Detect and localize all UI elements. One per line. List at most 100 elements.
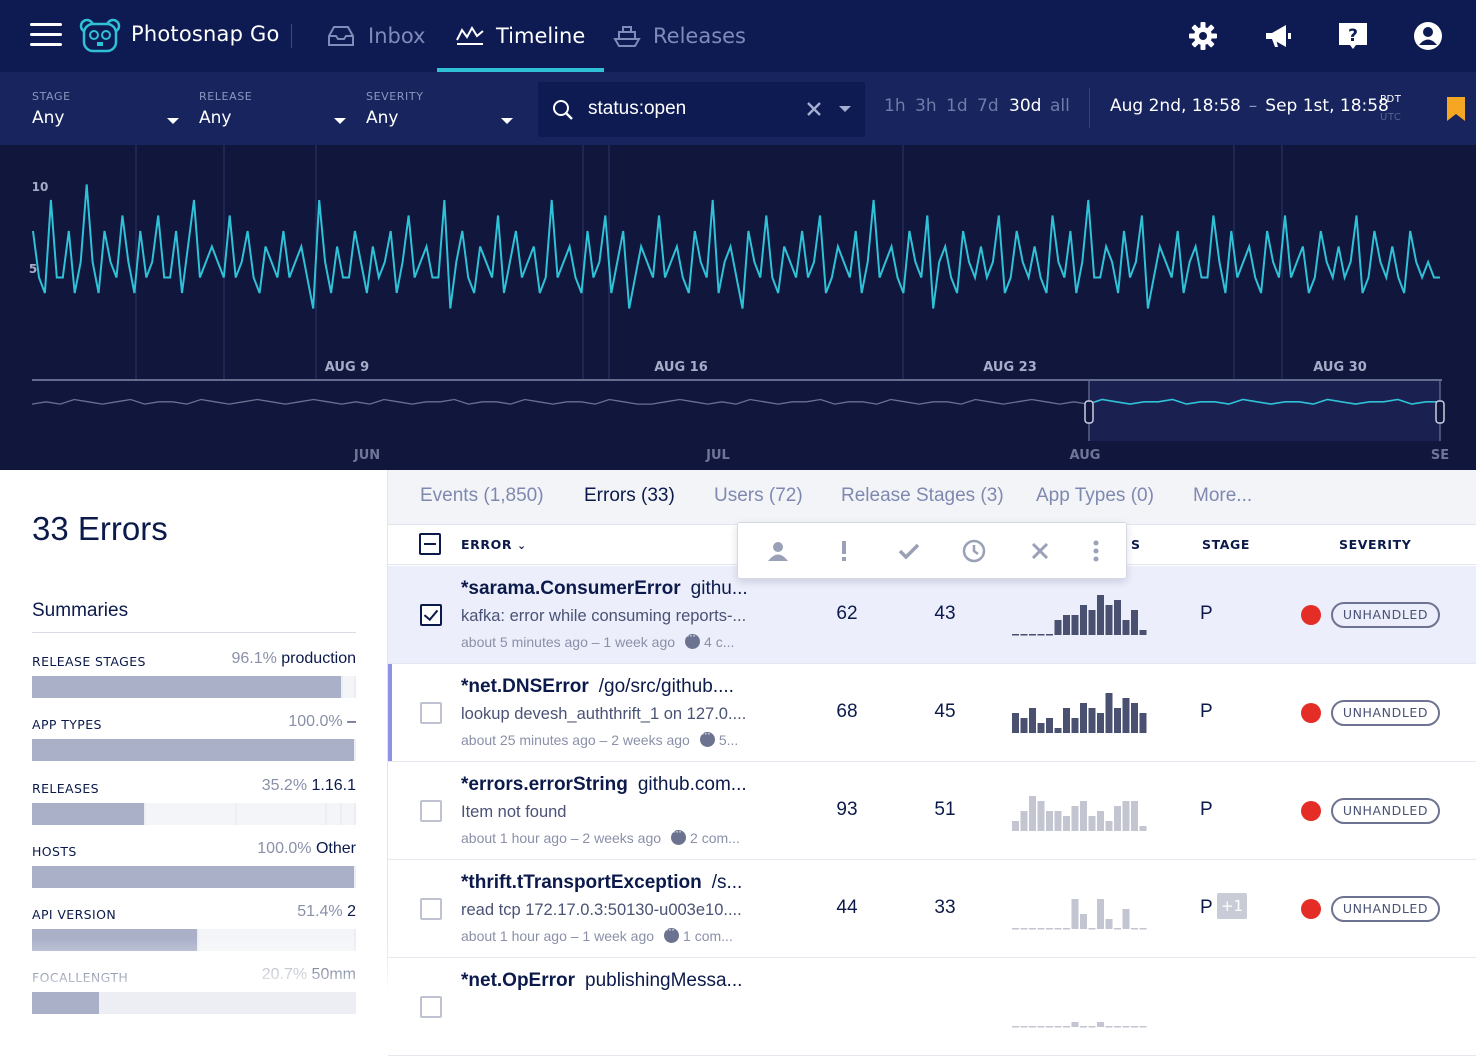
clear-search-icon[interactable] — [806, 101, 822, 117]
row-select-checkbox[interactable] — [420, 996, 442, 1018]
tab-errors[interactable]: Errors (33) — [584, 485, 675, 506]
error-title[interactable]: *errors.errorString github.com... — [461, 774, 753, 796]
summary-row[interactable]: FOCALLENGTH 20.7% 50mm — [32, 964, 356, 1024]
select-all-checkbox[interactable] — [419, 533, 441, 555]
summary-row[interactable]: API VERSION 51.4% 2 — [32, 901, 356, 961]
error-title[interactable]: *net.OpError publishingMessa... — [461, 970, 753, 992]
sparkline-bar — [1080, 914, 1087, 929]
tab-users[interactable]: Users (72) — [714, 485, 803, 506]
summary-row[interactable]: HOSTS 100.0% Other — [32, 838, 356, 898]
range-all[interactable]: all — [1050, 96, 1070, 116]
error-message: read tcp 172.17.0.3:50130-u003e10.... — [461, 901, 742, 919]
timezone-utc[interactable]: UTC — [1380, 112, 1402, 123]
summary-bar-segment — [342, 803, 354, 825]
tab-release-stages[interactable]: Release Stages (3) — [841, 485, 1004, 506]
range-7d[interactable]: 7d — [977, 96, 999, 116]
gear-icon[interactable] — [1187, 20, 1219, 52]
sparkline-baseline — [1037, 928, 1045, 930]
summary-name: RELEASE STAGES — [32, 654, 146, 669]
summary-pct-value: 96.1% — [231, 650, 277, 667]
release-filter-value: Any — [199, 108, 232, 128]
hamburger-menu-icon[interactable] — [30, 23, 62, 49]
nav-tab-label: Releases — [653, 24, 746, 48]
sparkline-bar — [1097, 595, 1104, 635]
bookmark-icon[interactable] — [1446, 96, 1466, 122]
tab-app-types[interactable]: App Types (0) — [1036, 485, 1154, 506]
range-30d[interactable]: 30d — [1009, 96, 1042, 116]
tab-more[interactable]: More... — [1193, 485, 1253, 506]
events-column-header-tail[interactable]: S — [1131, 537, 1141, 552]
tab-events[interactable]: Events (1,850) — [420, 485, 544, 506]
summary-percentage: 20.7% 50mm — [262, 966, 356, 984]
comment-count[interactable]: 4 c... — [704, 634, 735, 650]
row-select-checkbox[interactable] — [420, 800, 442, 822]
date-from: Aug 2nd, 18:58 — [1110, 96, 1241, 116]
severity-badge: UNHANDLED — [1331, 602, 1440, 628]
error-row[interactable]: *net.OpError publishingMessa... — [388, 958, 1476, 1056]
error-row[interactable]: *net.DNSError/go/src/github.... lookup de… — [388, 664, 1476, 762]
range-1d[interactable]: 1d — [946, 96, 968, 116]
nav-tab-releases[interactable]: Releases — [613, 0, 746, 72]
overview-x-axis-label: JUL — [705, 448, 730, 463]
stage-filter-dropdown[interactable]: STAGE Any — [32, 72, 180, 145]
sparkline-bar — [1105, 821, 1113, 831]
release-filter-dropdown[interactable]: RELEASE Any — [199, 72, 347, 145]
error-title[interactable]: *thrift.tTransportException/s... — [461, 872, 753, 894]
fix-check-icon[interactable] — [897, 539, 921, 563]
error-title[interactable]: *sarama.ConsumerError githu... — [461, 578, 753, 600]
nav-tab-timeline[interactable]: Timeline — [436, 0, 605, 72]
ignore-x-icon[interactable] — [1028, 539, 1052, 563]
summary-row[interactable]: RELEASE STAGES 96.1% production — [32, 648, 356, 708]
search-history-chevron-icon[interactable] — [839, 106, 851, 112]
summary-row[interactable]: RELEASES 35.2% 1.16.1 — [32, 775, 356, 835]
row-select-checkbox[interactable] — [420, 604, 442, 626]
comment-count[interactable]: 2 com... — [690, 830, 740, 846]
row-select-checkbox[interactable] — [420, 898, 442, 920]
date-range-picker[interactable]: Aug 2nd, 18:58– Sep 1st, 18:58 — [1110, 96, 1389, 116]
severity-column-header[interactable]: SEVERITY — [1339, 537, 1412, 552]
timeline-chart-area: 10 5 AUG 9 AUG 16 AUG 23 AUG 30 JUN JUL AUG SE — [0, 145, 1476, 470]
more-vertical-icon[interactable] — [1084, 539, 1108, 563]
megaphone-icon[interactable] — [1262, 20, 1294, 52]
timezone-pdt[interactable]: PDT — [1380, 94, 1402, 105]
events-timeline-chart[interactable]: 10 5 AUG 9 AUG 16 AUG 23 AUG 30 JUN JUL AUG SE — [0, 145, 1476, 470]
nav-tab-inbox[interactable]: Inbox — [326, 0, 425, 72]
help-icon[interactable]: ? — [1337, 20, 1369, 52]
summary-bar-segment — [32, 992, 100, 1014]
x-axis-label: AUG 23 — [983, 360, 1037, 375]
error-title[interactable]: *net.DNSError/go/src/github.... — [461, 676, 753, 698]
summary-pct-value: 20.7% — [261, 966, 308, 983]
summary-bar-segment — [32, 676, 342, 698]
brush-handle[interactable] — [1084, 400, 1094, 424]
release-stage: P — [1200, 701, 1213, 722]
summary-distribution-bar — [32, 803, 356, 825]
svg-text:?: ? — [1348, 26, 1358, 46]
summary-percentage: 35.2% 1.16.1 — [262, 777, 356, 795]
user-account-icon[interactable] — [1412, 20, 1444, 52]
severity-exclamation-icon[interactable] — [832, 539, 856, 563]
range-1h[interactable]: 1h — [884, 96, 906, 116]
stage-column-header[interactable]: STAGE — [1202, 537, 1251, 552]
summary-pct-value: 100.0% — [257, 840, 312, 857]
search-input[interactable] — [588, 94, 798, 124]
comment-count[interactable]: 1 com... — [683, 928, 733, 944]
sparkline-baseline — [1054, 1026, 1062, 1028]
error-column-header[interactable]: ERROR ⌄ — [461, 537, 527, 552]
severity-filter-dropdown[interactable]: SEVERITY Any — [366, 72, 514, 145]
error-row[interactable]: *errors.errorString github.com... Item not… — [388, 762, 1476, 860]
extra-stages-badge[interactable]: +1 — [1217, 893, 1247, 919]
brush-handle[interactable] — [1435, 400, 1445, 424]
sparkline-bar — [1020, 718, 1028, 733]
app-name[interactable]: Photosnap Go — [131, 22, 280, 46]
severity-error-dot — [1301, 899, 1321, 919]
comment-count[interactable]: 5... — [718, 732, 739, 748]
assign-user-icon[interactable] — [766, 539, 790, 563]
error-row[interactable]: *sarama.ConsumerError githu... kafka: erro… — [388, 566, 1476, 664]
summary-row[interactable]: APP TYPES 100.0% – — [32, 711, 356, 771]
snooze-clock-icon[interactable] — [962, 539, 986, 563]
summary-name: FOCALLENGTH — [32, 970, 129, 985]
error-count-title: 33 Errors — [32, 510, 168, 547]
range-3h[interactable]: 3h — [915, 96, 937, 116]
row-select-checkbox[interactable] — [420, 702, 442, 724]
error-row[interactable]: *thrift.tTransportException/s... read tcp… — [388, 860, 1476, 958]
